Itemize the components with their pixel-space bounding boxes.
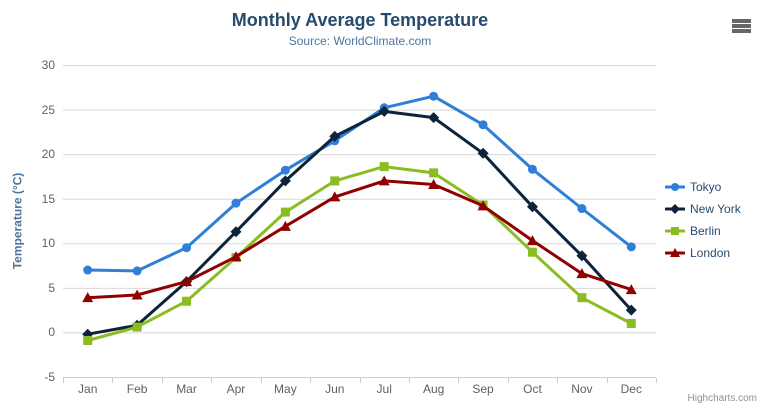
data-point-new-york[interactable]	[625, 304, 637, 316]
chart-title: Monthly Average Temperature	[231, 10, 489, 30]
y-axis-label: 10	[41, 236, 55, 251]
data-point-tokyo[interactable]	[132, 266, 142, 276]
series-line-new-york	[86, 109, 633, 336]
data-point-tokyo[interactable]	[626, 242, 636, 252]
y-axis-label: 30	[41, 58, 55, 72]
y-axis-label: 25	[41, 102, 55, 117]
data-point-new-york[interactable]	[576, 250, 588, 262]
x-axis-label: Mar	[176, 382, 197, 396]
y-axis-label: 15	[41, 191, 55, 206]
data-point-berlin[interactable]	[379, 162, 389, 172]
data-point-berlin[interactable]	[330, 176, 340, 186]
x-axis-label: Apr	[226, 382, 246, 396]
x-axis-label: May	[274, 382, 297, 396]
data-point-berlin[interactable]	[83, 335, 93, 345]
x-axis-label: Oct	[523, 382, 542, 396]
data-point-london[interactable]	[82, 292, 94, 303]
data-point-berlin[interactable]	[280, 207, 290, 217]
legend-item-tokyo[interactable]: Tokyo	[665, 176, 741, 198]
data-point-berlin[interactable]	[527, 247, 537, 257]
data-point-tokyo[interactable]	[280, 165, 290, 175]
data-point-berlin[interactable]	[429, 168, 439, 178]
data-point-london[interactable]	[576, 268, 588, 279]
x-axis-label: Jan	[78, 382, 98, 396]
data-point-london[interactable]	[181, 276, 193, 287]
data-point-london[interactable]	[428, 178, 440, 189]
data-point-london[interactable]	[131, 289, 143, 300]
data-point-london[interactable]	[230, 251, 242, 262]
legend-diamond-icon	[665, 204, 685, 214]
data-point-tokyo[interactable]	[182, 243, 192, 253]
hamburger-icon	[732, 18, 752, 33]
data-point-new-york[interactable]	[477, 147, 489, 159]
legend-item-label: New York	[690, 202, 741, 216]
data-point-london[interactable]	[329, 191, 341, 202]
series-line-london	[86, 179, 633, 300]
legend-marker-london[interactable]	[670, 248, 680, 257]
export-menu-button[interactable]	[730, 16, 754, 36]
data-point-tokyo[interactable]	[429, 91, 439, 101]
data-point-london[interactable]	[625, 284, 637, 295]
x-axis-label: Nov	[571, 382, 593, 396]
data-point-london[interactable]	[526, 235, 538, 246]
data-point-new-york[interactable]	[378, 105, 390, 117]
legend: Tokyo New York Berlin London	[665, 176, 741, 264]
series-line-berlin	[86, 165, 633, 342]
x-axis-label: Jun	[325, 382, 345, 396]
legend-item-label: Tokyo	[690, 180, 722, 194]
x-axis-label: Dec	[620, 382, 642, 396]
data-point-new-york[interactable]	[279, 175, 291, 187]
y-axis-label: 0	[48, 325, 55, 340]
data-point-tokyo[interactable]	[231, 198, 241, 208]
y-axis-label: 5	[48, 280, 55, 295]
x-axis-label: Jul	[376, 382, 392, 396]
chart-subtitle: Source: WorldClimate.com	[288, 34, 432, 48]
data-point-london[interactable]	[477, 200, 489, 211]
legend-item-london[interactable]: London	[665, 242, 741, 264]
data-point-london[interactable]	[378, 175, 390, 186]
data-point-tokyo[interactable]	[527, 164, 537, 174]
legend-item-label: Berlin	[690, 224, 721, 238]
x-axis-label: Feb	[126, 382, 148, 396]
data-point-berlin[interactable]	[132, 322, 142, 332]
y-axis-label: 20	[41, 147, 55, 162]
data-point-tokyo[interactable]	[577, 204, 587, 214]
legend-marker-tokyo[interactable]	[671, 183, 679, 191]
legend-triangle-icon	[665, 248, 685, 257]
data-point-new-york[interactable]	[428, 112, 440, 124]
data-point-new-york[interactable]	[526, 201, 538, 213]
x-axis-label: Aug	[422, 382, 445, 396]
legend-marker-berlin[interactable]	[671, 227, 679, 235]
data-point-new-york[interactable]	[329, 130, 341, 142]
legend-square-icon	[665, 227, 685, 235]
legend-marker-new-york[interactable]	[670, 204, 680, 214]
data-point-new-york[interactable]	[230, 226, 242, 238]
legend-item-new-york[interactable]: New York	[665, 198, 741, 220]
y-axis-label: -5	[44, 370, 55, 384]
data-point-tokyo[interactable]	[83, 265, 93, 275]
data-point-berlin[interactable]	[577, 293, 587, 303]
data-point-tokyo[interactable]	[478, 120, 488, 130]
legend-circle-icon	[665, 183, 685, 191]
data-point-berlin[interactable]	[182, 296, 192, 306]
data-point-berlin[interactable]	[626, 319, 636, 329]
credits-link[interactable]: Highcharts.com	[687, 393, 757, 404]
legend-item-berlin[interactable]: Berlin	[665, 220, 741, 242]
x-axis-label: Sep	[472, 382, 494, 396]
data-point-london[interactable]	[279, 220, 291, 231]
legend-item-label: London	[690, 246, 731, 260]
